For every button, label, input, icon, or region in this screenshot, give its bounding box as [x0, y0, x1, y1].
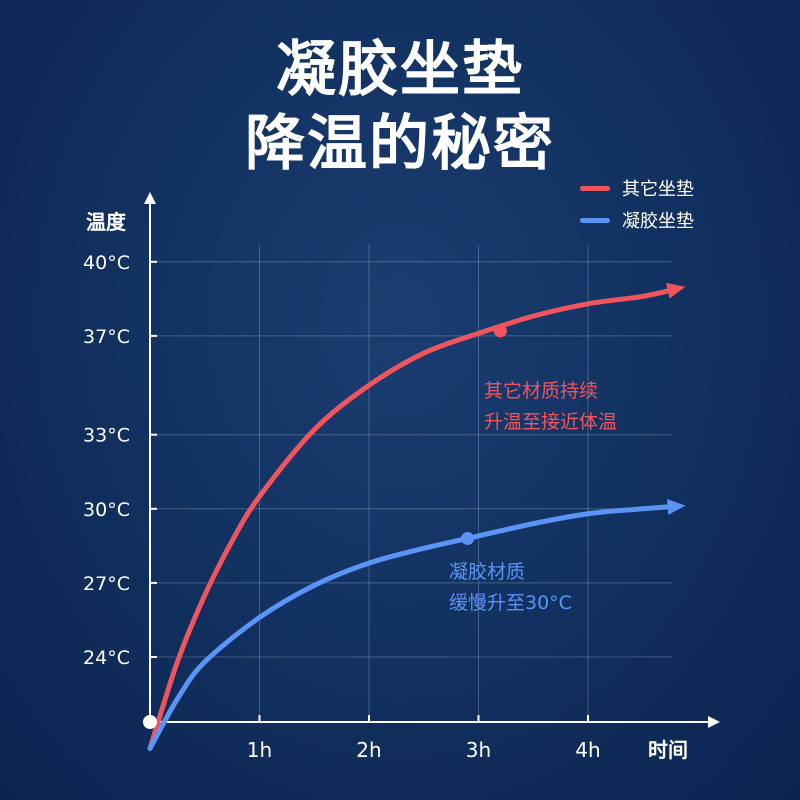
- legend-item-gel: 凝胶坐垫: [580, 204, 694, 236]
- y-axis-arrow-icon: [144, 192, 156, 204]
- series-marker-other: [493, 324, 507, 338]
- title-line-2: 降温的秘密: [245, 109, 555, 179]
- y-tick-label: 40°C: [83, 252, 130, 274]
- y-tick-label: 33°C: [83, 425, 130, 447]
- annotation-other-line: 升温至接近体温: [484, 411, 617, 433]
- annotation-gel-line: 凝胶材质: [449, 561, 525, 583]
- y-tick-label: 27°C: [83, 573, 130, 595]
- legend-label-other: 其它坐垫: [622, 179, 694, 200]
- legend-swatch-other: [580, 185, 610, 191]
- x-axis-arrow-icon: [708, 716, 720, 728]
- x-tick-label: 1h: [247, 738, 272, 762]
- y-tick-label: 24°C: [83, 647, 130, 669]
- annotation-gel-line: 缓慢升至30°C: [449, 592, 572, 614]
- series-line-other: [147, 286, 679, 751]
- series-arrow-icon-other: [666, 282, 686, 299]
- legend: 其它坐垫 凝胶坐垫: [580, 172, 694, 236]
- x-tick-label: 3h: [466, 738, 491, 762]
- y-tick-label: 37°C: [83, 326, 130, 348]
- legend-label-gel: 凝胶坐垫: [622, 211, 694, 232]
- legend-item-other: 其它坐垫: [580, 172, 694, 204]
- title-line-1: 凝胶坐垫: [276, 35, 524, 105]
- series-arrow-icon-gel: [667, 498, 686, 515]
- x-axis-label: 时间: [648, 738, 688, 762]
- y-tick-label: 30°C: [83, 499, 130, 521]
- series-marker-gel: [461, 531, 475, 545]
- series-line-gel: [147, 503, 679, 751]
- annotation-other-line: 其它材质持续: [484, 380, 598, 402]
- legend-swatch-gel: [580, 217, 610, 223]
- origin-point: [143, 715, 157, 729]
- y-axis-label: 温度: [86, 210, 127, 234]
- x-tick-label: 4h: [575, 738, 600, 762]
- x-tick-label: 2h: [356, 738, 381, 762]
